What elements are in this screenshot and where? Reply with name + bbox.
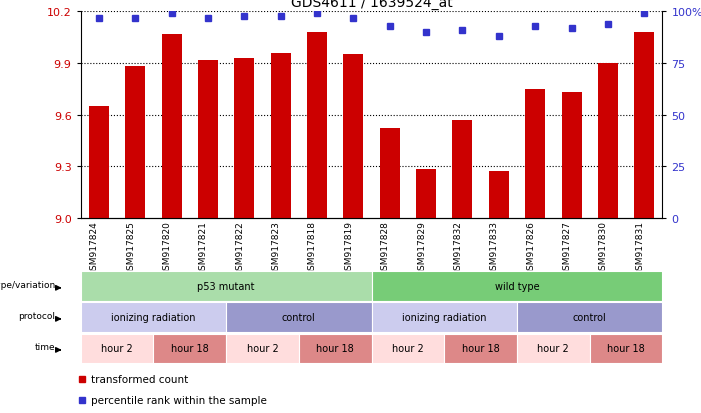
Text: percentile rank within the sample: percentile rank within the sample [91,395,267,405]
Text: transformed count: transformed count [91,374,189,384]
Text: control: control [573,313,606,323]
Text: p53 mutant: p53 mutant [197,282,255,292]
Text: wild type: wild type [495,282,539,292]
Text: GSM917820: GSM917820 [163,221,172,275]
Text: GSM917832: GSM917832 [454,221,463,275]
Bar [234,59,254,218]
Text: hour 18: hour 18 [316,344,354,354]
Text: GSM917829: GSM917829 [417,221,426,275]
Text: hour 18: hour 18 [462,344,500,354]
Text: hour 2: hour 2 [247,344,278,354]
Text: GSM917819: GSM917819 [344,221,353,275]
Text: GSM917826: GSM917826 [526,221,535,275]
Bar [525,90,545,218]
Text: control: control [282,313,315,323]
Text: genotype/variation: genotype/variation [0,281,55,290]
Bar [307,33,327,218]
Text: hour 2: hour 2 [392,344,424,354]
Title: GDS4611 / 1639524_at: GDS4611 / 1639524_at [291,0,452,10]
Text: hour 2: hour 2 [101,344,133,354]
Bar [125,67,145,218]
Text: GSM917821: GSM917821 [199,221,208,275]
Text: GSM917831: GSM917831 [635,221,644,275]
Text: hour 18: hour 18 [607,344,645,354]
Bar [380,129,400,218]
Text: ionizing radiation: ionizing radiation [402,313,486,323]
Text: GSM917824: GSM917824 [90,221,99,275]
Text: GSM917818: GSM917818 [308,221,317,275]
Bar [489,172,509,218]
Bar [598,64,618,218]
Bar [198,60,218,218]
Bar [89,107,109,218]
Text: GSM917822: GSM917822 [236,221,244,275]
Text: protocol: protocol [18,312,55,320]
Bar [416,170,436,218]
Text: GSM917828: GSM917828 [381,221,390,275]
Bar [271,54,291,218]
Text: GSM917827: GSM917827 [562,221,571,275]
Bar [452,120,472,218]
Text: GSM917833: GSM917833 [490,221,499,275]
Bar [161,35,182,218]
Text: GSM917825: GSM917825 [126,221,135,275]
Bar [634,33,654,218]
Text: time: time [35,343,55,351]
Bar [343,55,363,218]
Text: hour 18: hour 18 [171,344,209,354]
Text: GSM917823: GSM917823 [271,221,280,275]
Text: ionizing radiation: ionizing radiation [111,313,196,323]
Text: hour 2: hour 2 [538,344,569,354]
Bar [562,93,582,218]
Text: GSM917830: GSM917830 [599,221,608,275]
